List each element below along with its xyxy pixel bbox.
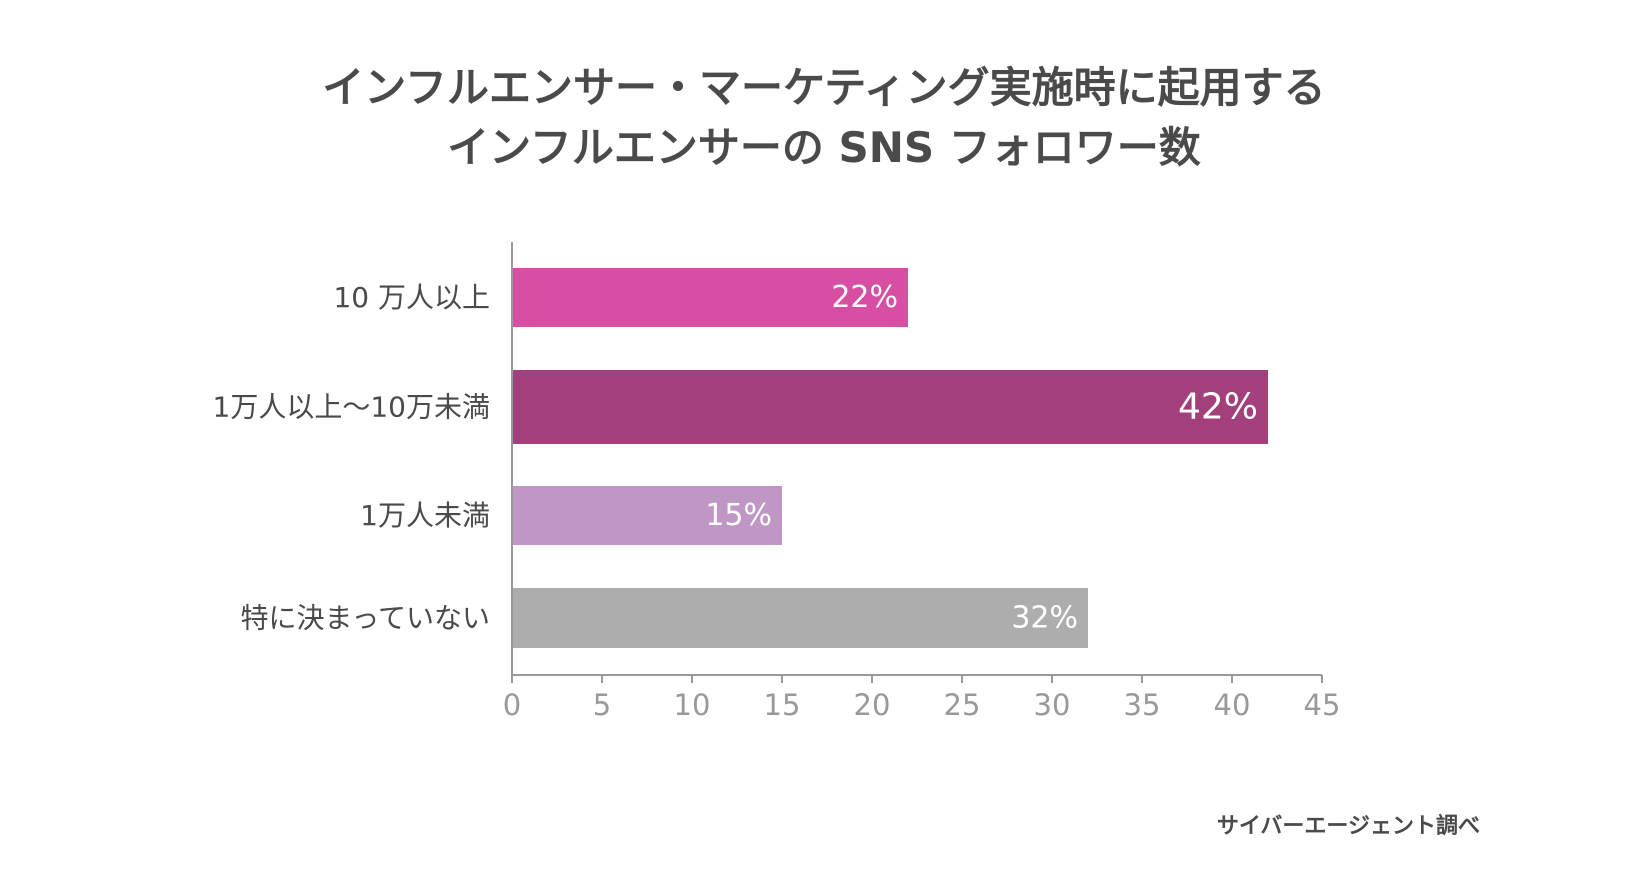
- category-label-4: 特に決まっていない: [241, 602, 490, 635]
- x-tick-label-45: 45: [1304, 688, 1341, 722]
- x-tick-label-35: 35: [1124, 688, 1161, 722]
- data-label-3: 15%: [705, 498, 772, 533]
- x-tick-label-30: 30: [1034, 688, 1071, 722]
- x-tick-label-5: 5: [593, 688, 611, 722]
- data-label-2: 42%: [1178, 387, 1258, 428]
- bar-2: [512, 370, 1268, 444]
- chart-title: インフルエンサー・マーケティング実施時に起用する インフルエンサーの SNS フ…: [0, 58, 1648, 178]
- category-label-2: 1万人以上〜10万未満: [213, 391, 490, 424]
- x-tick-label-10: 10: [674, 688, 711, 722]
- bar-3: [512, 486, 782, 545]
- source-note: サイバーエージェント調べ: [1216, 814, 1480, 839]
- category-label-3: 1万人未満: [360, 499, 490, 532]
- x-axis: 0 5 10 15 20 25 30 35 40 45: [503, 242, 1341, 722]
- category-label-1: 10 万人以上: [333, 281, 490, 314]
- data-label-1: 22%: [831, 280, 898, 315]
- x-tick-label-0: 0: [503, 688, 521, 722]
- x-tick-label-15: 15: [764, 688, 801, 722]
- bars-layer: 22% 42% 15% 32%: [512, 268, 1268, 648]
- bar-1: [512, 268, 908, 327]
- bar-4: [512, 588, 1088, 648]
- x-tick-label-20: 20: [854, 688, 891, 722]
- x-tick-label-25: 25: [944, 688, 981, 722]
- data-label-4: 32%: [1011, 601, 1078, 636]
- chart-title-line-2: インフルエンサーの SNS フォロワー数: [447, 123, 1201, 172]
- chart-title-line-1: インフルエンサー・マーケティング実施時に起用する: [322, 63, 1326, 112]
- x-tick-label-40: 40: [1214, 688, 1251, 722]
